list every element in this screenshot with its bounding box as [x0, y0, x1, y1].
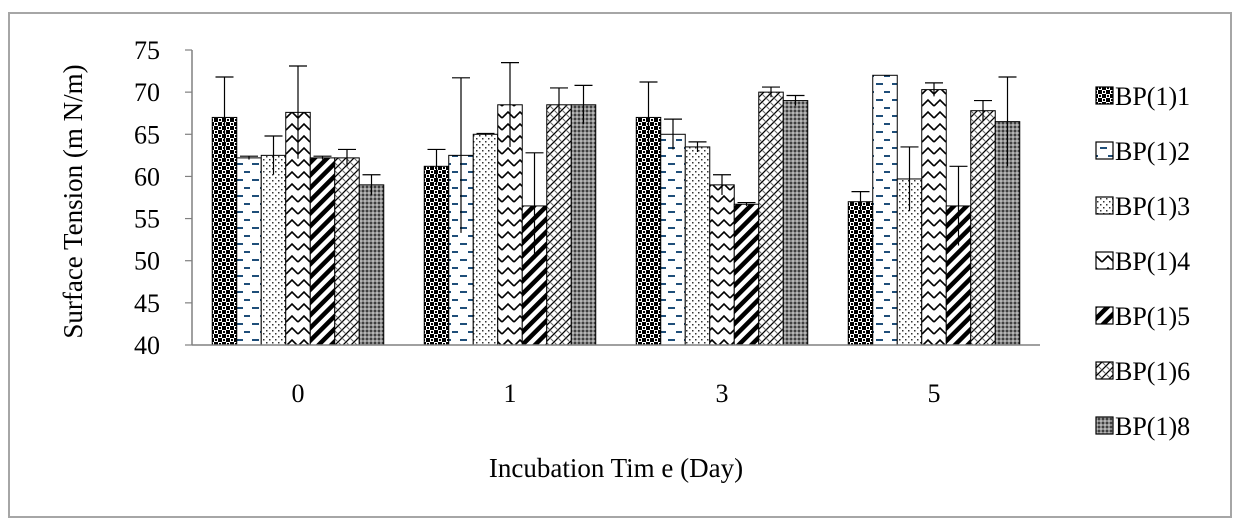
legend-swatch-BP(1)2	[1095, 141, 1114, 160]
y-tick-label: 70	[134, 78, 160, 107]
bar-BP(1)6-day-3	[758, 91, 784, 346]
y-tick-label: 45	[134, 289, 160, 318]
bar-BP(1)3-day-0	[260, 154, 287, 346]
bar-BP(1)6-day-0	[334, 157, 360, 346]
y-tick-label: 40	[134, 331, 160, 360]
bar-BP(1)3-day-3	[684, 146, 711, 346]
legend-swatch-BP(1)3	[1095, 196, 1114, 215]
bar-BP(1)4-day-5	[921, 89, 947, 346]
bar-BP(1)2-day-0	[236, 157, 262, 346]
y-axis-title: Surface Tension (m N/m)	[58, 64, 88, 338]
x-axis-title: Incubation Tim e (Day)	[489, 453, 743, 483]
bar-BP(1)8-day-0	[358, 184, 385, 346]
legend-swatch-BP(1)5	[1095, 306, 1114, 325]
bar-BP(1)5-day-0	[309, 157, 336, 346]
legend-swatch-BP(1)8	[1095, 416, 1114, 435]
bar-BP(1)1-day-5	[847, 201, 874, 346]
x-tick-label: 3	[716, 379, 729, 408]
bar-BP(1)2-day-3	[660, 133, 686, 346]
bar-BP(1)1-day-1	[423, 165, 450, 346]
y-tick-label: 55	[134, 205, 160, 234]
plot-area	[211, 62, 1021, 346]
chart-frame: 40 45 50 55 60 65 70 75 0 1 3 5 BP(1)1 BP(1)2 BP(1)3 B…	[8, 12, 1232, 518]
y-tick-label: 65	[134, 120, 160, 149]
legend-label-BP(1)5: BP(1)5	[1115, 302, 1190, 331]
axes: 40 45 50 55 60 65 70 75 0 1 3 5	[134, 36, 1040, 408]
y-tick-label: 50	[134, 247, 160, 276]
bar-BP(1)6-day-1	[546, 104, 572, 346]
bar-BP(1)8-day-1	[570, 104, 597, 346]
legend-label-BP(1)1: BP(1)1	[1115, 82, 1190, 111]
bar-BP(1)2-day-5	[872, 74, 898, 346]
legend-label-BP(1)2: BP(1)2	[1115, 137, 1190, 166]
bar-BP(1)8-day-3	[782, 100, 809, 346]
y-tick-label: 60	[134, 162, 160, 191]
bar-BP(1)5-day-3	[733, 203, 760, 346]
legend-swatch-BP(1)1	[1095, 86, 1114, 105]
x-tick-label: 1	[504, 379, 517, 408]
bar-BP(1)4-day-3	[709, 184, 735, 346]
legend-label-BP(1)4: BP(1)4	[1115, 247, 1190, 276]
legend-label-BP(1)8: BP(1)8	[1115, 412, 1190, 441]
legend: BP(1)1 BP(1)2 BP(1)3 BP(1)4 BP(1)5 BP(1)6 BP(1…	[1095, 82, 1190, 441]
legend-swatch-BP(1)4	[1095, 251, 1114, 270]
x-tick-label: 0	[292, 379, 305, 408]
y-tick-label: 75	[134, 36, 160, 65]
legend-label-BP(1)3: BP(1)3	[1115, 192, 1190, 221]
bar-BP(1)6-day-5	[970, 110, 996, 346]
bar-BP(1)3-day-1	[472, 133, 499, 346]
x-tick-label: 5	[928, 379, 941, 408]
legend-label-BP(1)6: BP(1)6	[1115, 357, 1190, 386]
legend-swatch-BP(1)6	[1095, 361, 1114, 380]
